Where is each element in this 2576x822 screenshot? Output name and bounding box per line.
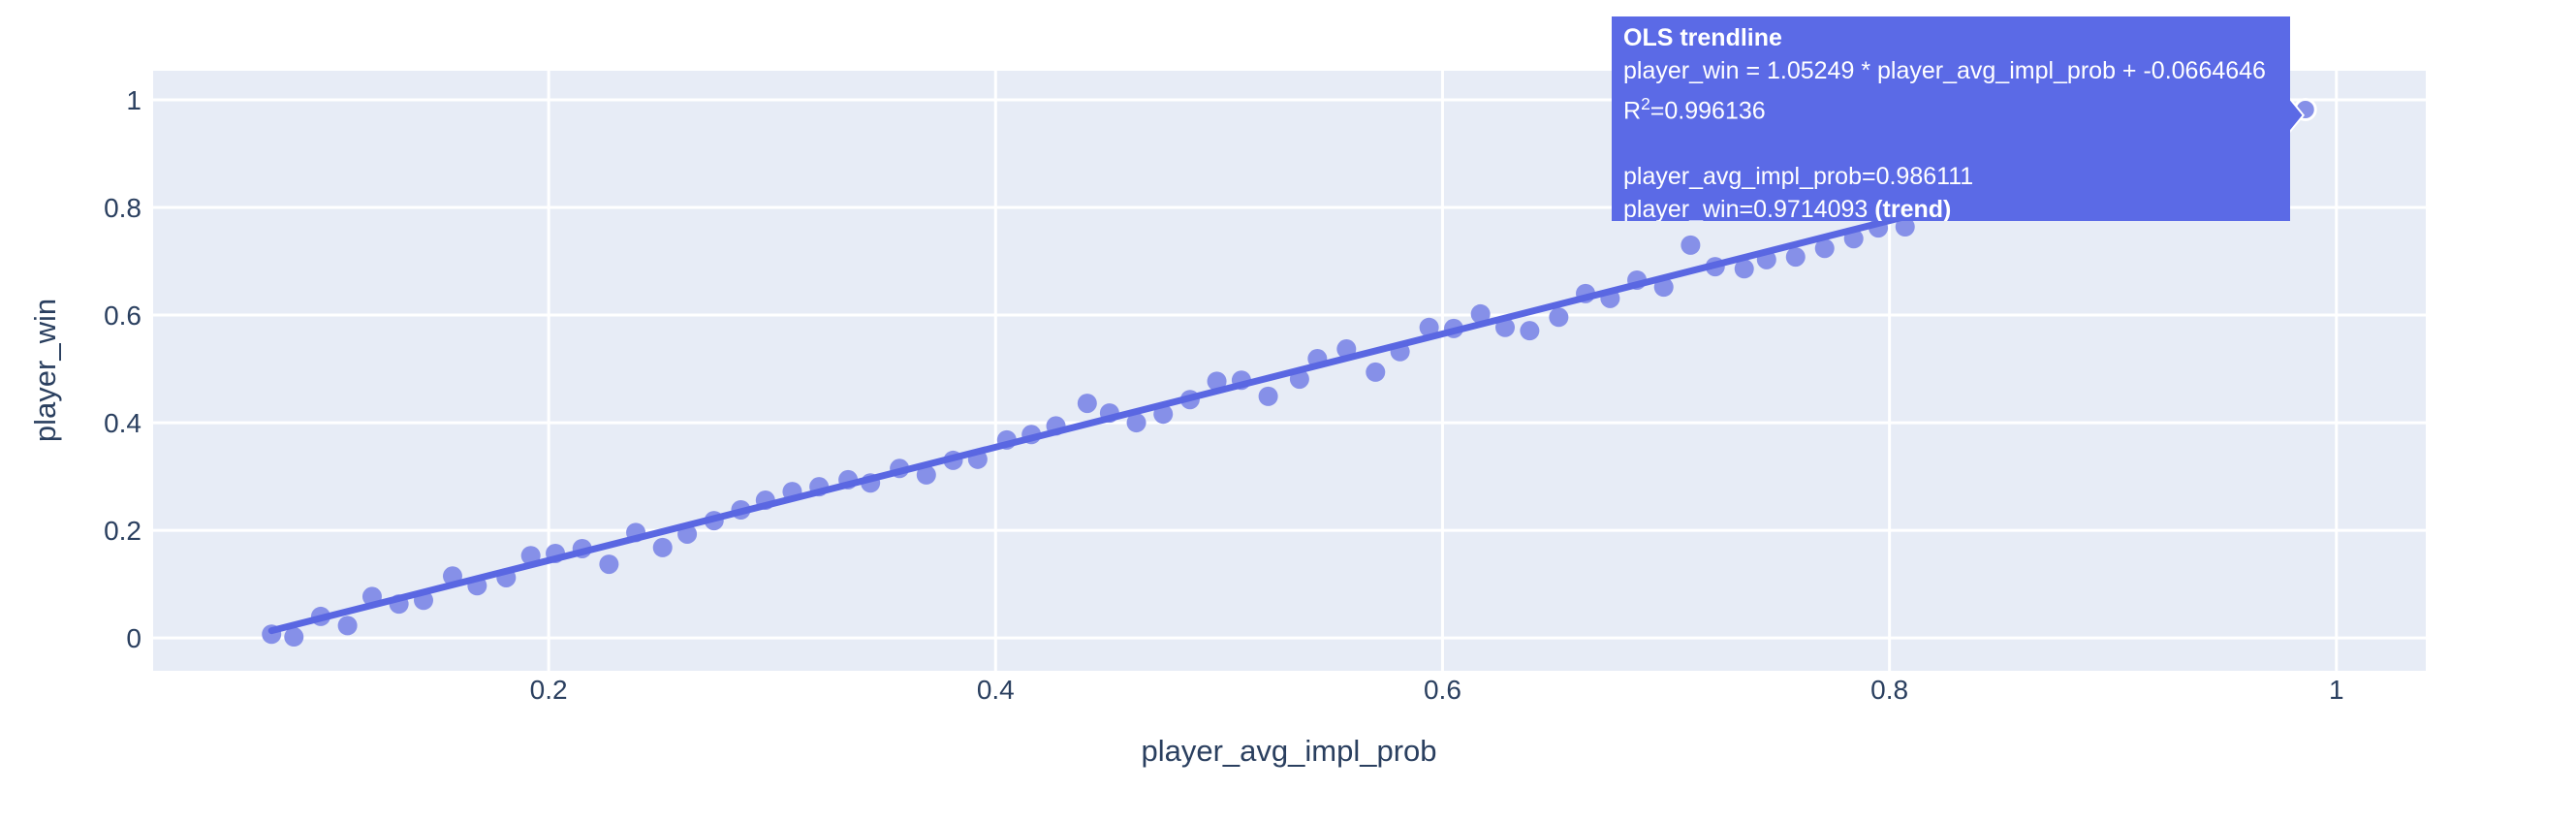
tooltip-equation: player_win = 1.05249 * player_avg_impl_p… (1623, 57, 2266, 84)
data-point[interactable] (1520, 321, 1540, 341)
tooltip-blank-line (1623, 127, 2278, 160)
x-axis-title: player_avg_impl_prob (1141, 734, 1436, 768)
data-point[interactable] (599, 554, 619, 575)
y-tick-label: 0.6 (104, 300, 141, 331)
data-point[interactable] (1419, 317, 1439, 337)
y-tick-label: 0.2 (104, 516, 141, 546)
data-point[interactable] (1785, 247, 1806, 268)
hover-tooltip: OLS trendline player_win = 1.05249 * pla… (1612, 16, 2290, 221)
data-point[interactable] (916, 464, 936, 485)
data-point[interactable] (1470, 303, 1491, 324)
tooltip-r-squared: R2=0.996136 (1623, 87, 2278, 127)
data-point[interactable] (1258, 386, 1278, 406)
x-tick-label: 1 (2329, 675, 2344, 705)
x-tick-label: 0.2 (530, 675, 568, 705)
data-point[interactable] (652, 537, 673, 557)
data-point[interactable] (1549, 307, 1569, 328)
data-point[interactable] (1207, 371, 1227, 392)
data-point[interactable] (1814, 238, 1835, 259)
tooltip-y-value: player_win=0.9714093 (trend) (1623, 193, 2278, 221)
data-point[interactable] (1077, 394, 1097, 414)
tooltip-title: OLS trendline (1623, 24, 1782, 51)
data-point[interactable] (337, 616, 358, 636)
data-point[interactable] (1366, 362, 1386, 382)
x-tick-label: 0.4 (977, 675, 1015, 705)
data-point[interactable] (1126, 413, 1147, 433)
tooltip-r2-value: =0.996136 (1649, 97, 1766, 125)
tooltip-r2-sup: 2 (1641, 94, 1650, 113)
data-point[interactable] (1895, 216, 1915, 237)
data-point[interactable] (1734, 259, 1754, 279)
y-tick-label: 1 (126, 85, 141, 115)
tooltip-x-value: player_avg_impl_prob=0.986111 (1623, 163, 1974, 191)
tooltip-r2-prefix: R (1623, 97, 1642, 125)
data-point[interactable] (284, 627, 304, 648)
data-point[interactable] (1681, 235, 1701, 255)
tooltip-y-value-text: player_win=0.9714093 (1623, 196, 1875, 221)
x-tick-label: 0.8 (1870, 675, 1908, 705)
tooltip-trend-flag: (trend) (1874, 196, 1952, 221)
y-tick-label: 0.4 (104, 408, 141, 438)
y-tick-label: 0 (126, 623, 141, 653)
x-tick-label: 0.6 (1424, 675, 1461, 705)
y-axis-title: player_win (28, 299, 62, 442)
y-tick-label: 0.8 (104, 193, 141, 223)
